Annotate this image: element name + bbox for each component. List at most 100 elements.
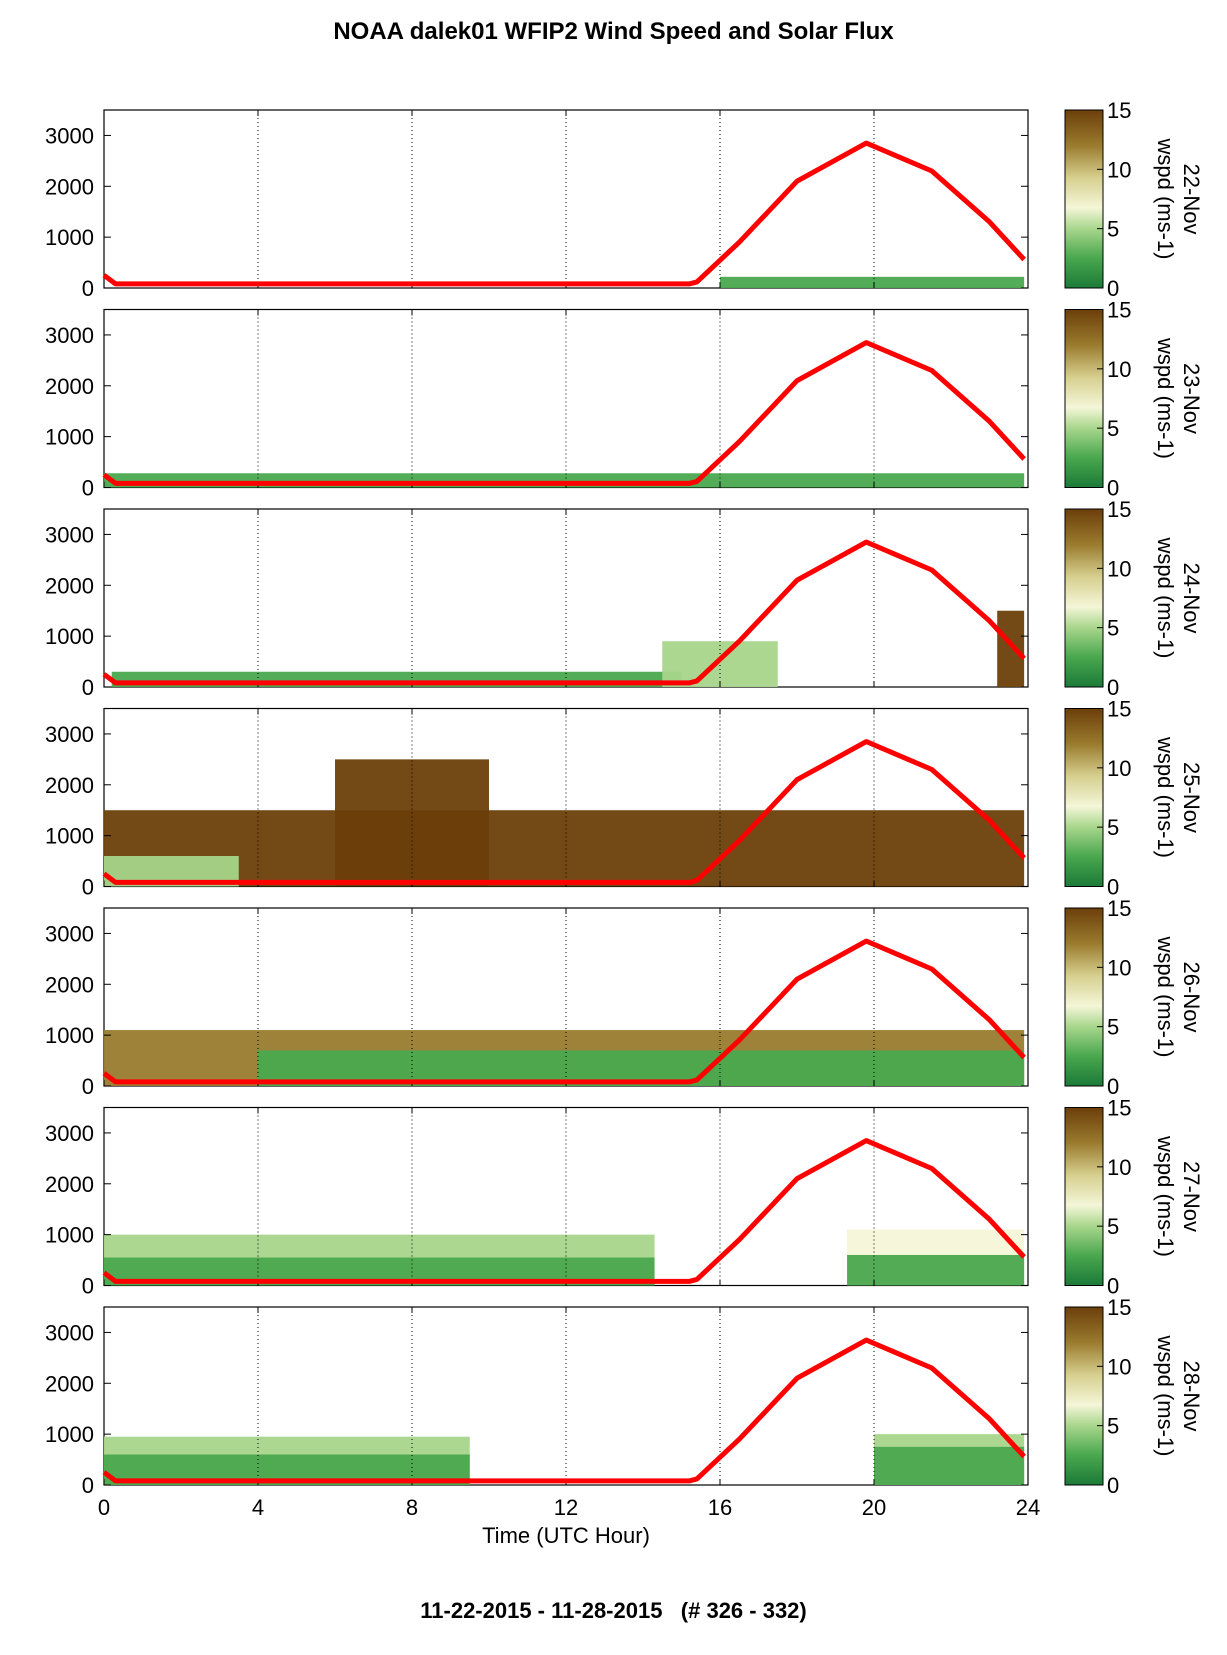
colorbar-tick-label: 15	[1107, 896, 1131, 921]
x-tick-label: 20	[862, 1495, 886, 1520]
solar-flux-line	[102, 739, 1026, 885]
colorbar-tick-label: 15	[1107, 298, 1131, 323]
y-tick-label: 3000	[45, 1121, 94, 1146]
wind-speed-region	[104, 810, 1025, 887]
colorbar-label: wspd (ms-1)	[1153, 935, 1178, 1057]
colorbar-tick-label: 0	[1107, 1473, 1119, 1498]
y-tick-label: 1000	[45, 425, 94, 450]
wind-speed-region	[874, 1446, 1025, 1485]
y-tick-label: 3000	[45, 921, 94, 946]
colorbar-tick-label: 10	[1107, 157, 1131, 182]
y-tick-label: 2000	[45, 573, 94, 598]
colorbar-label: wspd (ms-1)	[1153, 1334, 1178, 1456]
y-tick-label: 1000	[45, 225, 94, 250]
colorbar-tick-label: 0	[1107, 1074, 1119, 1099]
colorbar	[1064, 708, 1104, 887]
y-tick-label: 0	[82, 875, 94, 900]
y-tick-label: 2000	[45, 174, 94, 199]
y-tick-label: 3000	[45, 522, 94, 547]
colorbar	[1064, 1107, 1104, 1286]
panel-23-Nov: 0 1000 2000 3000 0 5 10 15 wspd (ms-1) 23-Nov	[45, 298, 1204, 501]
colorbar-tick-label: 5	[1107, 416, 1119, 441]
colorbar-label: wspd (ms-1)	[1153, 536, 1178, 658]
colorbar-tick-label: 15	[1107, 697, 1131, 722]
panel-date-label: 26-Nov	[1179, 962, 1204, 1033]
wind-speed-region	[662, 641, 778, 687]
x-tick-label: 24	[1016, 1495, 1040, 1520]
colorbar-tick-label: 10	[1107, 756, 1131, 781]
colorbar	[1064, 309, 1104, 488]
solar-flux-line	[102, 140, 1026, 287]
wind-speed-region	[847, 1254, 1025, 1286]
y-tick-label: 1000	[45, 824, 94, 849]
y-tick-label: 0	[82, 276, 94, 301]
colorbar-tick-label: 5	[1107, 1015, 1119, 1040]
panel-date-label: 23-Nov	[1179, 363, 1204, 434]
panel-24-Nov: 0 1000 2000 3000 0 5 10 15 wspd (ms-1) 24-Nov	[45, 497, 1204, 700]
y-tick-label: 1000	[45, 1422, 94, 1447]
y-tick-label: 3000	[45, 323, 94, 348]
y-tick-label: 1000	[45, 624, 94, 649]
colorbar-tick-label: 0	[1107, 276, 1119, 301]
colorbar-tick-label: 5	[1107, 616, 1119, 641]
y-tick-label: 3000	[45, 1320, 94, 1345]
panel-26-Nov: 0 1000 2000 3000 0 5 10 15 wspd (ms-1) 26-Nov	[45, 896, 1204, 1099]
y-tick-label: 2000	[45, 773, 94, 798]
panel-28-Nov: 0 1000 2000 3000 0 5 10 15 wspd (ms-1) 28-Nov 0 4 8 1…	[45, 1295, 1204, 1548]
colorbar-tick-label: 0	[1107, 875, 1119, 900]
colorbar	[1064, 109, 1104, 289]
solar-flux-line	[102, 938, 1026, 1085]
colorbar-tick-label: 10	[1107, 1155, 1131, 1180]
date-range-footer: 11-22-2015 - 11-28-2015 (# 326 - 332)	[420, 1598, 807, 1623]
x-tick-label: 16	[708, 1495, 732, 1520]
colorbar-tick-label: 0	[1107, 476, 1119, 501]
colorbar-tick-label: 10	[1107, 955, 1131, 980]
y-tick-label: 1000	[45, 1223, 94, 1248]
y-tick-label: 0	[82, 675, 94, 700]
y-tick-label: 2000	[45, 1172, 94, 1197]
panel-date-label: 27-Nov	[1179, 1161, 1204, 1232]
panel-date-label: 25-Nov	[1179, 762, 1204, 833]
colorbar-tick-label: 5	[1107, 815, 1119, 840]
panel-date-label: 28-Nov	[1179, 1361, 1204, 1432]
x-tick-label: 8	[406, 1495, 418, 1520]
wind-speed-region	[335, 759, 489, 887]
y-tick-label: 2000	[45, 972, 94, 997]
colorbar-tick-label: 10	[1107, 357, 1131, 382]
chart-title: NOAA dalek01 WFIP2 Wind Speed and Solar …	[333, 18, 894, 45]
x-tick-label: 0	[98, 1495, 110, 1520]
colorbar-tick-label: 0	[1107, 1274, 1119, 1299]
solar-flux-line	[102, 340, 1026, 486]
colorbar-tick-label: 5	[1107, 1214, 1119, 1239]
colorbar-tick-label: 15	[1107, 1096, 1131, 1121]
colorbar	[1064, 508, 1104, 688]
colorbar-tick-label: 10	[1107, 1354, 1131, 1379]
panel-date-label: 22-Nov	[1179, 164, 1204, 235]
solar-flux-line	[102, 1138, 1026, 1284]
y-tick-label: 2000	[45, 374, 94, 399]
panel-date-label: 24-Nov	[1179, 563, 1204, 634]
wind-speed-region	[997, 610, 1025, 687]
y-tick-label: 3000	[45, 123, 94, 148]
y-tick-label: 0	[82, 476, 94, 501]
solar-flux-line	[102, 1337, 1026, 1484]
colorbar-tick-label: 15	[1107, 98, 1131, 123]
colorbar-tick-label: 15	[1107, 1295, 1131, 1320]
colorbar-label: wspd (ms-1)	[1153, 137, 1178, 259]
y-tick-label: 3000	[45, 722, 94, 747]
wind-speed-region	[720, 276, 1025, 288]
colorbar-label: wspd (ms-1)	[1153, 736, 1178, 858]
x-tick-label: 4	[252, 1495, 264, 1520]
panel-25-Nov: 0 1000 2000 3000 0 5 10 15 wspd (ms-1) 25-Nov	[45, 697, 1204, 900]
panel-27-Nov: 0 1000 2000 3000 0 5 10 15 wspd (ms-1) 27-Nov	[45, 1096, 1204, 1299]
colorbar	[1064, 907, 1104, 1087]
y-tick-label: 1000	[45, 1023, 94, 1048]
colorbar-label: wspd (ms-1)	[1153, 337, 1178, 459]
colorbar	[1064, 1306, 1104, 1486]
y-tick-label: 0	[82, 1473, 94, 1498]
colorbar-tick-label: 10	[1107, 556, 1131, 581]
colorbar-tick-label: 0	[1107, 675, 1119, 700]
x-axis-label: Time (UTC Hour)	[482, 1523, 650, 1548]
colorbar-tick-label: 15	[1107, 497, 1131, 522]
